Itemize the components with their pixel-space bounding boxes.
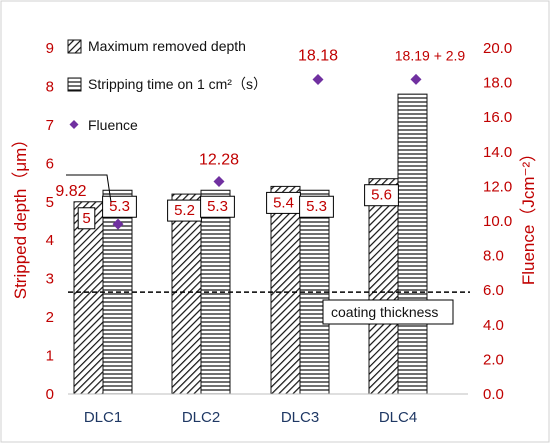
bar-data-label: 5.4: [273, 194, 294, 211]
y2-tick-label: 14.0: [483, 144, 512, 161]
x-category-label: DLC3: [281, 409, 319, 426]
y2-tick-label: 6.0: [483, 282, 504, 299]
y-tick-label: 1: [46, 348, 54, 365]
bar-data-label: 5.2: [174, 202, 195, 219]
x-category-label: DLC2: [182, 409, 220, 426]
fluence-data-label: 9.82: [55, 183, 86, 200]
y2-tick-label: 12.0: [483, 178, 512, 195]
bar-max-removed-depth: [171, 193, 202, 395]
x-category-label: DLC4: [379, 409, 417, 426]
fluence-marker: [312, 73, 324, 85]
fluence-data-label: 18.19 + 2.9: [395, 47, 466, 63]
y2-tick-label: 2.0: [483, 351, 504, 368]
y2-axis-title: Fluence（Jcm⁻²）: [519, 145, 538, 285]
y-tick-label: 8: [46, 78, 54, 95]
y2-tick-label: 4.0: [483, 317, 504, 334]
bar-max-removed-depth: [368, 178, 399, 395]
bar-max-removed-depth: [73, 201, 104, 395]
bar-data-label: 5.3: [207, 198, 228, 215]
legend-label-max-depth: Maximum removed depth: [88, 38, 246, 54]
bar-data-label: 5: [82, 210, 90, 227]
fluence-marker: [410, 73, 422, 85]
bar-max-removed-depth: [270, 185, 301, 395]
legend-label-stripping-time: Stripping time on 1 cm²（s）: [88, 76, 267, 92]
bar-data-label: 5.6: [371, 187, 392, 204]
y2-tick-label: 0.0: [483, 386, 504, 403]
fluence-data-label: 12.28: [199, 152, 239, 169]
bar-data-label: 5.3: [306, 198, 327, 215]
legend-diamond-icon: [69, 120, 79, 129]
y2-tick-label: 16.0: [483, 109, 512, 126]
y-tick-label: 3: [46, 271, 54, 288]
x-category-label: DLC1: [84, 409, 122, 426]
fluence-marker: [112, 218, 124, 230]
y2-tick-label: 18.0: [483, 75, 512, 92]
y-axis-title: Stripped depth（μm）: [11, 131, 30, 300]
y-tick-label: 6: [46, 155, 54, 172]
fluence-callout-line: [66, 174, 112, 203]
y2-tick-label: 20.0: [483, 40, 512, 57]
y-tick-label: 9: [46, 40, 54, 57]
legend-label-fluence: Fluence: [88, 117, 138, 133]
legend: Maximum removed depth Stripping time on …: [67, 38, 267, 133]
y-tick-label: 5: [46, 194, 54, 211]
bar-stripping-time: [397, 93, 428, 395]
y-tick-label: 2: [46, 309, 54, 326]
legend-swatch-horizontal: [67, 77, 82, 92]
y2-tick-label: 10.0: [483, 213, 512, 230]
y-tick-label: 7: [46, 117, 54, 134]
bar-label-box: [200, 195, 235, 218]
bar-label-box: [364, 184, 399, 207]
bar-label-box: [77, 207, 96, 230]
y-tick-label: 0: [46, 386, 54, 403]
y-tick-label: 4: [46, 232, 54, 249]
coating-thickness-box: [322, 299, 454, 325]
bar-label-box: [299, 195, 334, 218]
bar-data-label: 5.3: [109, 198, 130, 215]
legend-swatch-diagonal: [67, 39, 82, 54]
y2-tick-label: 8.0: [483, 248, 504, 265]
fluence-marker: [213, 176, 225, 188]
coating-thickness-label: coating thickness: [331, 304, 438, 320]
fluence-data-label: 18.18: [298, 47, 338, 64]
